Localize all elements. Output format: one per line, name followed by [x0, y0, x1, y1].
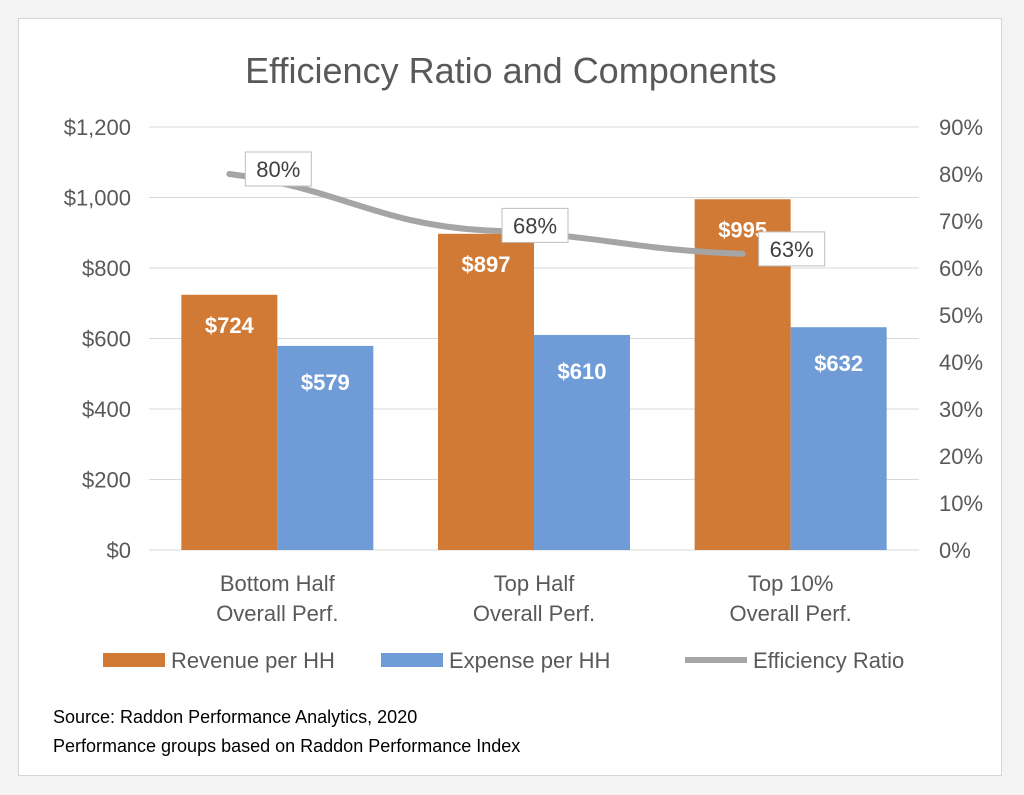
left-axis-ticks: $0 $200 $400 $600 $800 $1,000 $1,200 [64, 115, 131, 563]
bar-expense-per-hh [534, 334, 630, 550]
efficiency-ratio-line: 80% 68% 63% [226, 151, 826, 267]
right-axis-ticks: 0% 10% 20% 30% 40% 50% 60% 70% 80% 90% [939, 115, 983, 563]
ratio-label-box [501, 207, 569, 243]
chart-frame: Efficiency Ratio and Components $0 $200 $4… [18, 18, 1002, 776]
ratio-value-label: 63% [770, 237, 814, 262]
bar-expense-per-hh [790, 327, 887, 550]
legend-label: Efficiency Ratio [753, 648, 904, 673]
legend: Revenue per HH Expense per HH Efficiency R… [103, 648, 904, 673]
bar-value-label: $610 [558, 359, 607, 384]
right-tick-label: 20% [939, 444, 983, 469]
bar-value-label: $632 [814, 351, 863, 376]
chart-title: Efficiency Ratio and Components [245, 50, 777, 91]
bar-value-label: $724 [205, 313, 255, 338]
category-label: Overall Perf. [730, 601, 852, 626]
category-label: Top Half [494, 571, 576, 596]
bar-revenue-per-hh [438, 233, 534, 550]
legend-swatch [381, 653, 443, 667]
bar-revenue-per-hh [181, 294, 278, 550]
right-tick-label: 10% [939, 491, 983, 516]
left-tick-label: $200 [82, 468, 131, 493]
bar-expense-per-hh [277, 345, 374, 550]
right-tick-label: 30% [939, 397, 983, 422]
left-tick-label: $400 [82, 397, 131, 422]
legend-swatch [103, 653, 165, 667]
right-tick-label: 60% [939, 256, 983, 281]
bars: $724$897$995$579 $610 $632 [181, 199, 887, 550]
bar-value-label: $897 [462, 252, 511, 277]
left-tick-label: $1,200 [64, 115, 131, 140]
groups-note: Performance groups based on Raddon Perfo… [53, 736, 520, 756]
efficiency-ratio-chart: Efficiency Ratio and Components $0 $200 $4… [53, 50, 983, 756]
left-tick-label: $600 [82, 327, 131, 352]
left-tick-label: $1,000 [64, 186, 131, 211]
category-label: Overall Perf. [216, 601, 338, 626]
category-label: Top 10% [748, 571, 834, 596]
legend-label: Expense per HH [449, 648, 610, 673]
category-label: Overall Perf. [473, 601, 595, 626]
ratio-label-box [758, 231, 826, 267]
left-tick-label: $0 [107, 538, 131, 563]
right-tick-label: 80% [939, 162, 983, 187]
right-tick-label: 70% [939, 209, 983, 234]
category-label: Bottom Half [220, 571, 336, 596]
right-tick-label: 90% [939, 115, 983, 140]
source-note: Source: Raddon Performance Analytics, 20… [53, 707, 417, 727]
efficiency-ratio-path [226, 171, 746, 257]
right-tick-label: 50% [939, 303, 983, 328]
bar-value-label: $579 [301, 370, 350, 395]
category-labels: Bottom Half Overall Perf. Top Half Overall … [216, 571, 852, 626]
right-tick-label: 0% [939, 538, 971, 563]
left-tick-label: $800 [82, 256, 131, 281]
right-tick-label: 40% [939, 350, 983, 375]
ratio-value-label: 68% [513, 213, 557, 238]
ratio-value-label: 80% [256, 157, 300, 182]
legend-label: Revenue per HH [171, 648, 335, 673]
ratio-label-box [244, 151, 312, 187]
